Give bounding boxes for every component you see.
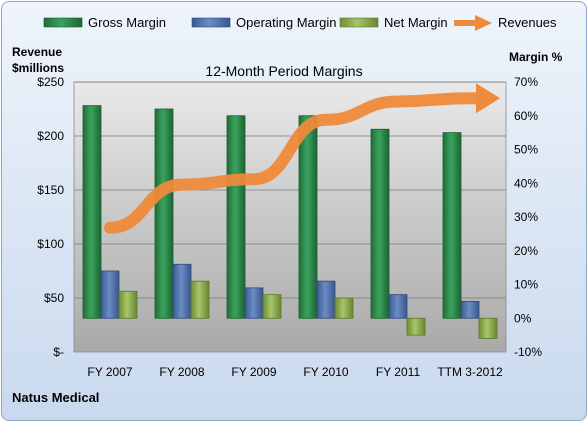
- right-axis-title: Margin %: [509, 50, 563, 64]
- legend: Gross Margin Operating Margin Net Margin…: [43, 15, 557, 31]
- legend-label-revenues: Revenues: [498, 15, 557, 30]
- net-margin-bar: [478, 317, 498, 339]
- right-tick-label: 20%: [514, 244, 538, 258]
- legend-swatch-operating-margin: [191, 17, 231, 28]
- operating-margin-bar: [100, 270, 120, 319]
- right-tick-label: 40%: [514, 176, 538, 190]
- bars-layer: [82, 105, 498, 339]
- gross-margin-bar: [298, 115, 318, 319]
- right-tick-label: 70%: [514, 75, 538, 89]
- legend-label-operating-margin: Operating Margin: [236, 15, 336, 30]
- operating-margin-bar: [316, 280, 336, 319]
- revenues-line: [104, 92, 486, 234]
- right-tick-label: 30%: [514, 210, 538, 224]
- left-tick-label: $50: [44, 291, 64, 305]
- chart-title: 12-Month Period Margins: [205, 63, 362, 79]
- gross-margin-bar: [370, 128, 390, 319]
- legend-item-revenues: Revenues: [454, 15, 557, 31]
- net-margin-bar: [406, 317, 426, 336]
- right-tick-label: -10%: [514, 345, 542, 359]
- left-axis-title-line1: Revenue: [12, 45, 62, 59]
- right-tick-label: 50%: [514, 143, 538, 157]
- left-tick-label: $100: [37, 237, 64, 251]
- operating-margin-bar: [244, 287, 264, 319]
- left-tick-label: $250: [37, 75, 64, 89]
- revenues-arrowhead-icon: [476, 83, 500, 114]
- category-labels: FY 2007 FY 2008 FY 2009 FY 2010 FY 2011 TTM 3…: [87, 365, 503, 379]
- legend-label-gross-margin: Gross Margin: [88, 15, 166, 30]
- category-label: FY 2011: [376, 365, 421, 379]
- gross-margin-bar: [154, 108, 174, 319]
- gross-margin-bar: [442, 132, 462, 319]
- right-tick-label: 10%: [514, 278, 538, 292]
- left-tick-label: $200: [37, 129, 64, 143]
- net-margin-bar: [262, 294, 282, 319]
- operating-margin-bar: [388, 294, 408, 319]
- plot-area: [73, 81, 507, 353]
- left-axis-title-line2: $millions: [12, 61, 64, 75]
- right-axis-ticks: -10% 0% 10% 20% 30% 40% 50% 60% 70%: [514, 75, 542, 359]
- gridlines: [74, 81, 506, 299]
- gross-margin-bar: [82, 105, 102, 319]
- net-margin-bar: [334, 297, 354, 319]
- category-label: FY 2010: [303, 365, 348, 379]
- left-tick-label: $-: [53, 345, 64, 359]
- category-label: FY 2009: [231, 365, 276, 379]
- net-margin-bar: [118, 290, 138, 319]
- right-tick-label: 60%: [514, 109, 538, 123]
- revenue-line-layer: [104, 83, 500, 234]
- right-tick-label: 0%: [514, 311, 532, 325]
- category-label: TTM 3-2012: [437, 365, 503, 379]
- legend-arrowhead-icon: [475, 15, 492, 31]
- category-label: FY 2007: [87, 365, 132, 379]
- legend-swatch-gross-margin: [43, 17, 83, 28]
- category-label: FY 2008: [159, 365, 204, 379]
- left-tick-label: $150: [37, 183, 64, 197]
- legend-item-net-margin: Net Margin: [339, 15, 448, 30]
- legend-item-operating-margin: Operating Margin: [191, 15, 336, 30]
- legend-swatch-net-margin: [339, 17, 379, 28]
- legend-item-gross-margin: Gross Margin: [43, 15, 166, 30]
- legend-label-net-margin: Net Margin: [384, 15, 448, 30]
- gross-margin-bar: [226, 115, 246, 319]
- operating-margin-bar: [460, 300, 480, 319]
- operating-margin-bar: [172, 263, 192, 319]
- net-margin-bar: [190, 280, 210, 319]
- left-axis-ticks: $- $50 $100 $150 $200 $250: [37, 75, 64, 359]
- company-name: Natus Medical: [12, 390, 99, 405]
